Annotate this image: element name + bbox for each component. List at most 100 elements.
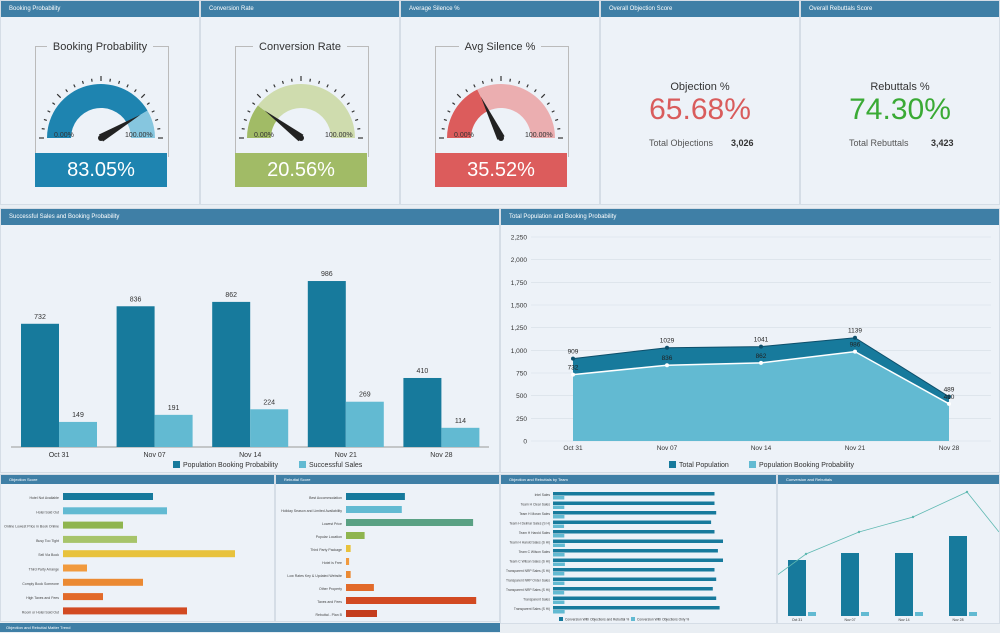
area-data-label: 836 <box>662 355 673 362</box>
x-tick-label: Nov 21 <box>845 445 866 452</box>
area-data-label: 1029 <box>660 338 675 345</box>
objection-total-value: 3,026 <box>731 138 754 148</box>
gauge-min-label: 0.00% <box>454 132 474 139</box>
bar <box>63 507 167 515</box>
x-tick-label: Nov 07 <box>657 445 678 452</box>
area-point <box>665 363 669 368</box>
team-label: Transparent NRP Sales (S Hi) <box>506 569 550 573</box>
bar <box>895 553 913 616</box>
gauge-tick <box>52 102 56 105</box>
bar <box>346 584 374 591</box>
bar <box>553 539 723 543</box>
bar <box>63 593 103 601</box>
bar-data-label: 114 <box>455 418 466 425</box>
gauge-max-label: 100.00% <box>125 132 153 139</box>
area-point <box>571 372 575 377</box>
bar <box>59 421 97 447</box>
gauge-tick <box>473 84 476 88</box>
gauge-remaining-arc <box>126 110 155 138</box>
bar <box>346 519 474 526</box>
gauge-remaining-arc <box>257 84 355 138</box>
bar <box>116 306 155 447</box>
bar-data-label: 862 <box>225 292 237 299</box>
area-data-label: 1041 <box>754 337 769 344</box>
bar-label: Room or Hotel Sold Out <box>22 610 59 614</box>
team-mini-panel: Objection and Rebuttals by Team Intel Sa… <box>500 474 777 624</box>
gauge-tick <box>243 118 247 121</box>
bar <box>345 401 384 447</box>
rebuttals-value: 74.30% <box>849 93 951 126</box>
y-tick-label: 750 <box>516 371 527 378</box>
bar-label: Comply Book Someone <box>22 582 59 586</box>
bar <box>63 578 143 586</box>
gauge-tick <box>56 93 62 99</box>
y-tick-label: 2,000 <box>511 257 528 264</box>
gauge-remaining-arc <box>477 84 555 138</box>
booking-probability-gauge: Booking Probability 0.00% 100.00% 83.05% <box>0 16 200 205</box>
gauge-tick <box>351 110 355 113</box>
area-point <box>759 360 763 365</box>
gauge-tick <box>151 110 155 113</box>
x-tick-label: Oct 31 <box>563 445 583 452</box>
bar <box>154 414 193 447</box>
x-tick-label: Nov 28 <box>430 452 452 459</box>
bar-label: High Taxes and Fees <box>26 596 59 600</box>
gauge-tick <box>265 89 268 93</box>
legend-swatch <box>749 461 756 468</box>
gauge-tick <box>126 84 129 88</box>
bar-data-label: 410 <box>417 368 429 375</box>
gauge-tick <box>540 93 546 99</box>
gauge-fill-arc <box>247 105 278 138</box>
conversion-rate-gauge: Conversion Rate 0.00% 100.00% 20.56% <box>200 16 400 205</box>
bar-label: Other Property <box>319 587 342 591</box>
y-tick-label: 0 <box>523 439 527 446</box>
bar <box>553 543 565 547</box>
x-tick-label: Nov 28 <box>952 618 963 622</box>
team-label: Team H Harold Sales <box>519 531 551 535</box>
conversion-rebuttals-mini-panel: Conversion and Rebuttals Oct 31 Nov 07 Nov… <box>777 474 1000 624</box>
area-data-label: 1139 <box>848 328 862 335</box>
gauge-tick <box>447 110 451 113</box>
gauge-max-label: 100.00% <box>325 132 353 139</box>
gauge-tick <box>326 84 329 88</box>
rebuttal-score-bar-chart: Best Accommodation Holiday Season and Lim… <box>281 493 477 617</box>
bar <box>553 600 565 604</box>
objection-score-bar-chart: Hotel Not Available Hotel Sold Out Online … <box>4 493 235 615</box>
gauge-needle-hub <box>298 135 304 141</box>
bar <box>553 534 565 538</box>
bar <box>63 521 123 529</box>
bar-label: Online Lowest Price in Book Online <box>4 525 59 529</box>
gauge-needle <box>98 114 141 142</box>
y-tick-label: 2,250 <box>511 235 528 242</box>
gauge-tick <box>465 89 468 93</box>
panel-header: Rebuttal Score <box>276 475 499 484</box>
gauge-fill-arc <box>447 89 488 138</box>
legend-label: Conversion With Objections and Rebuttal … <box>565 618 629 622</box>
gauge-min-label: 0.00% <box>254 132 274 139</box>
y-tick-label: 500 <box>516 393 527 400</box>
x-tick-label: Nov 21 <box>335 452 357 459</box>
bar-label: Busy Too Tight <box>36 539 59 543</box>
gauge-tick <box>551 110 555 113</box>
avg-silence-gauge: Avg Silence % 0.00% 100.00% 35.52% <box>400 16 600 205</box>
team-label: Transparent Sales <box>523 598 550 602</box>
gauge-tick <box>73 84 76 88</box>
panel-header: Total Population and Booking Probability <box>501 209 999 225</box>
gauge-needle <box>264 110 304 142</box>
gauge-tick <box>526 84 529 88</box>
population-booking-panel: Total Population and Booking Probability… <box>500 208 1000 473</box>
bar <box>403 377 442 447</box>
bar-label: Lowest Price <box>322 522 342 526</box>
gauge-tick <box>452 102 456 105</box>
bar-label: Popular Location <box>316 535 342 539</box>
panel-header: Overall Rebuttals Score <box>801 1 999 17</box>
gauge-tick <box>534 89 537 93</box>
gauge-tick <box>346 102 350 105</box>
gauge-tick <box>281 80 284 84</box>
x-tick-label: Nov 07 <box>844 618 855 622</box>
legend-swatch <box>669 461 676 468</box>
bar <box>788 560 806 616</box>
legend-swatch <box>173 461 180 468</box>
gauge-fill-arc <box>47 84 148 138</box>
bar <box>969 612 977 616</box>
